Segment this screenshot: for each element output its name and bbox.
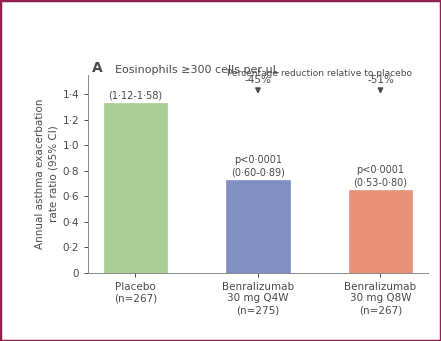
Text: -45%: -45% [245,75,271,85]
Text: A: A [92,61,102,75]
Text: (1·12-1·58): (1·12-1·58) [108,91,163,101]
Text: p<0·0001
(0·60-0·89): p<0·0001 (0·60-0·89) [231,155,285,177]
Bar [349,190,412,273]
Text: p<0·0001
(0·53-0·80): p<0·0001 (0·53-0·80) [354,165,407,187]
Bar [104,103,167,273]
Bar [226,180,290,273]
Text: -51%: -51% [367,75,394,85]
Y-axis label: Annual asthma exacerbation
rate ratio (95% CI): Annual asthma exacerbation rate ratio (9… [35,99,58,249]
Text: Percentage reduction relative to placebo: Percentage reduction relative to placebo [227,69,412,78]
Text: Eosinophils ≥300 cells per μL: Eosinophils ≥300 cells per μL [116,65,279,75]
